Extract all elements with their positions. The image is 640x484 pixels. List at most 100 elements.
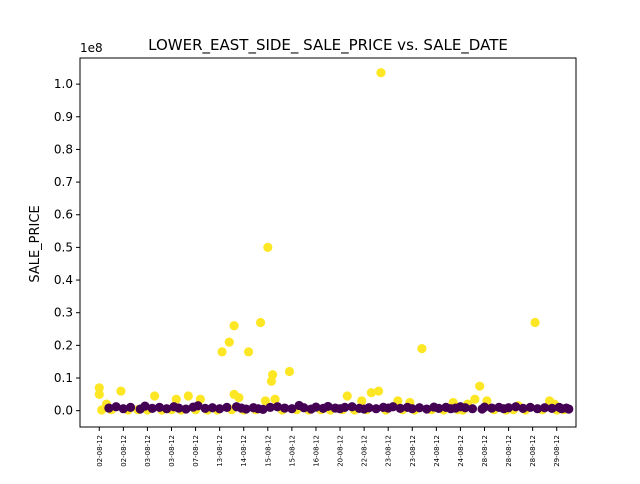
x-tick-label-8: 15-08-12 bbox=[288, 435, 296, 467]
data-point-high-22 bbox=[357, 396, 367, 406]
y-tick-label-9: 0.9 bbox=[54, 110, 73, 124]
data-point-high-31 bbox=[470, 394, 480, 404]
x-tick-label-15: 24-08-12 bbox=[457, 435, 465, 467]
data-point-high-24 bbox=[373, 386, 384, 396]
data-point-low-37 bbox=[347, 402, 357, 412]
data-point-low-36 bbox=[340, 402, 350, 413]
x-tick-label-16: 28-08-12 bbox=[481, 435, 489, 467]
data-point-low-44 bbox=[388, 402, 398, 412]
y-tick-label-1: 0.1 bbox=[54, 371, 73, 385]
x-tick-label-17: 28-08-12 bbox=[505, 435, 513, 467]
data-point-high-28 bbox=[417, 344, 427, 354]
y-axis-exponent-label: 1e8 bbox=[80, 41, 103, 55]
y-axis-label: SALE_PRICE bbox=[28, 205, 43, 282]
data-point-low-45 bbox=[395, 403, 405, 413]
y-tick-label-4: 0.4 bbox=[54, 273, 73, 287]
data-point-high-4 bbox=[150, 391, 160, 401]
data-point-low-16 bbox=[215, 404, 225, 414]
data-point-low-3 bbox=[125, 402, 136, 413]
x-tick-label-4: 07-08-12 bbox=[192, 435, 200, 467]
x-tick-label-18: 28-08-12 bbox=[529, 435, 537, 467]
data-point-high-25 bbox=[376, 68, 386, 78]
x-tick-label-11: 22-08-12 bbox=[361, 435, 369, 467]
data-point-high-21 bbox=[342, 391, 352, 401]
data-point-low-51 bbox=[434, 403, 444, 413]
y-tick-label-0: 0.0 bbox=[54, 404, 73, 418]
x-tick-label-19: 29-08-12 bbox=[553, 435, 561, 467]
data-point-low-31 bbox=[311, 402, 321, 412]
y-tick-label-8: 0.8 bbox=[54, 142, 73, 156]
data-point-high-15 bbox=[263, 242, 273, 252]
data-point-low-1 bbox=[111, 402, 121, 412]
data-point-low-68 bbox=[540, 403, 550, 413]
data-point-low-41 bbox=[371, 404, 381, 414]
data-point-low-20 bbox=[241, 404, 251, 414]
data-point-low-8 bbox=[162, 404, 172, 414]
data-point-low-2 bbox=[118, 404, 128, 414]
data-point-high-8 bbox=[217, 347, 227, 357]
data-point-high-12 bbox=[234, 393, 244, 403]
y-tick-label-5: 0.5 bbox=[54, 240, 73, 254]
x-tick-label-6: 14-08-12 bbox=[240, 435, 248, 467]
x-tick-label-7: 15-08-12 bbox=[264, 435, 272, 467]
data-point-low-0 bbox=[104, 403, 114, 413]
data-point-low-23 bbox=[258, 404, 268, 414]
data-point-low-64 bbox=[511, 402, 521, 412]
data-point-high-1 bbox=[94, 389, 104, 399]
data-point-low-63 bbox=[503, 403, 514, 413]
data-point-high-20 bbox=[260, 396, 270, 406]
data-point-high-5 bbox=[171, 394, 181, 404]
x-tick-label-14: 24-08-12 bbox=[433, 435, 441, 467]
data-point-high-18 bbox=[270, 394, 280, 404]
x-tick-label-10: 20-08-12 bbox=[337, 435, 345, 467]
data-point-high-10 bbox=[229, 321, 239, 331]
data-point-high-9 bbox=[224, 337, 234, 347]
data-point-low-73 bbox=[564, 404, 574, 414]
data-point-high-13 bbox=[243, 347, 254, 357]
data-point-low-56 bbox=[460, 403, 470, 413]
y-tick-label-3: 0.3 bbox=[54, 306, 73, 320]
data-point-low-69 bbox=[547, 403, 557, 413]
data-point-high-19 bbox=[284, 366, 295, 377]
data-point-low-5 bbox=[140, 401, 150, 411]
x-tick-label-9: 16-08-12 bbox=[312, 435, 320, 467]
data-point-low-14 bbox=[200, 403, 210, 413]
data-point-high-17 bbox=[266, 376, 277, 386]
x-tick-label-1: 02-08-12 bbox=[120, 435, 128, 467]
plot-frame bbox=[79, 57, 577, 428]
data-point-low-6 bbox=[147, 403, 157, 413]
data-point-low-26 bbox=[280, 403, 290, 413]
x-tick-label-13: 23-08-12 bbox=[409, 435, 417, 467]
x-tick-label-5: 13-08-12 bbox=[216, 435, 224, 467]
data-point-low-59 bbox=[479, 402, 490, 412]
data-point-high-23 bbox=[366, 388, 376, 398]
data-point-low-49 bbox=[422, 404, 432, 414]
data-point-low-67 bbox=[532, 404, 543, 414]
data-point-low-15 bbox=[207, 403, 218, 413]
x-tick-label-3: 03-08-12 bbox=[168, 435, 176, 467]
data-point-low-48 bbox=[414, 403, 425, 413]
data-point-high-38 bbox=[97, 405, 107, 415]
y-tick-label-2: 0.2 bbox=[54, 338, 73, 352]
data-points bbox=[94, 68, 574, 415]
data-point-low-33 bbox=[323, 401, 333, 412]
chart-title: LOWER_EAST_SIDE_ SALE_PRICE vs. SALE_DAT… bbox=[148, 36, 508, 55]
data-point-low-57 bbox=[467, 404, 478, 414]
data-point-low-11 bbox=[181, 404, 191, 414]
data-point-low-40 bbox=[364, 403, 374, 413]
data-point-low-7 bbox=[154, 402, 165, 413]
data-point-high-14 bbox=[255, 317, 266, 328]
axes: 0.0 0.1 0.2 0.3 0.4 0.5 0.6 0.7 0.8 0.9 1.0 02-08-1… bbox=[54, 57, 577, 467]
data-point-low-66 bbox=[525, 402, 535, 413]
data-point-low-27 bbox=[287, 404, 297, 414]
data-point-low-10 bbox=[174, 403, 184, 413]
data-point-low-13 bbox=[193, 401, 203, 411]
data-point-low-24 bbox=[265, 402, 275, 413]
y-tick-label-6: 0.6 bbox=[54, 208, 73, 222]
x-tick-label-2: 03-08-12 bbox=[144, 435, 152, 467]
data-point-low-47 bbox=[407, 404, 417, 414]
data-point-low-29 bbox=[299, 403, 309, 413]
data-point-high-3 bbox=[116, 386, 126, 396]
